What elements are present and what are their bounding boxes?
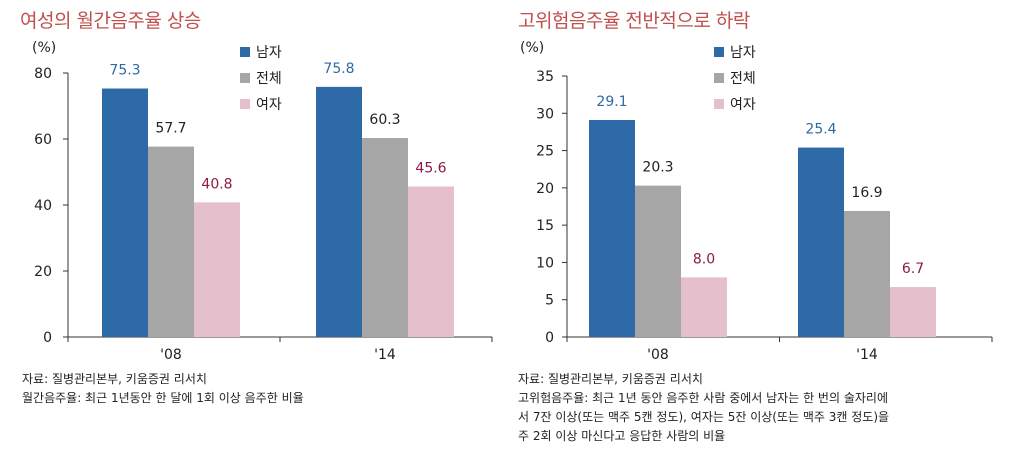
legend-swatch-male bbox=[714, 47, 724, 57]
chart-notes: 자료: 질병관리본부, 키움증권 리서치 고위험음주율: 최근 1년 동안 음주… bbox=[518, 370, 889, 446]
legend-swatch-total bbox=[240, 73, 250, 83]
data-label: 45.6 bbox=[415, 161, 446, 177]
legend-swatch-total bbox=[714, 73, 724, 83]
legend-label: 남자 bbox=[256, 45, 282, 61]
y-tick-label: 0 bbox=[43, 330, 52, 346]
x-category-label: '14 bbox=[374, 347, 396, 363]
bar-female bbox=[681, 277, 727, 337]
y-tick-label: 20 bbox=[34, 264, 52, 280]
chart-notes: 자료: 질병관리본부, 키움증권 리서치 월간음주율: 최근 1년동안 한 달에… bbox=[22, 370, 304, 408]
y-tick-label: 10 bbox=[536, 255, 554, 271]
data-label: 75.8 bbox=[323, 61, 354, 77]
definition-note: 월간음주율: 최근 1년동안 한 달에 1회 이상 음주한 비율 bbox=[22, 391, 304, 405]
source-note: 자료: 질병관리본부, 키움증권 리서치 bbox=[22, 372, 207, 386]
definition-note: 주 2회 이상 마신다고 응답한 사람의 비율 bbox=[518, 429, 726, 443]
data-label: 75.3 bbox=[109, 63, 140, 79]
y-tick-label: 20 bbox=[536, 181, 554, 197]
data-label: 60.3 bbox=[369, 112, 400, 128]
data-label: 57.7 bbox=[155, 121, 186, 137]
legend-label: 여자 bbox=[730, 97, 756, 113]
y-tick-label: 30 bbox=[536, 106, 554, 122]
data-label: 25.4 bbox=[805, 122, 836, 138]
bar-total bbox=[844, 210, 890, 337]
bar-male bbox=[102, 88, 148, 337]
bar-chart-highrisk: (%) 0 5 10 15 20 25 30 35 29.1 20.3 8.0 '08 25.4 16.9 6… bbox=[520, 40, 993, 363]
bar-total bbox=[635, 185, 681, 337]
chart-panel-monthly: 여성의 월간음주율 상승 (%) 0 20 40 60 80 75.3 57.7 40.8 '08… bbox=[20, 10, 493, 408]
bar-total bbox=[148, 146, 194, 337]
data-label: 40.8 bbox=[201, 176, 232, 192]
legend-label: 전체 bbox=[730, 71, 756, 87]
data-label: 16.9 bbox=[851, 185, 882, 201]
y-tick-label: 35 bbox=[536, 69, 554, 85]
chart-title: 여성의 월간음주율 상승 bbox=[20, 10, 201, 32]
y-tick-label: 25 bbox=[536, 144, 554, 160]
bar-female bbox=[408, 186, 454, 337]
bar-male bbox=[316, 86, 362, 337]
y-tick-label: 40 bbox=[34, 198, 52, 214]
chart-title: 고위험음주율 전반적으로 하락 bbox=[518, 10, 750, 32]
y-tick-label: 80 bbox=[34, 66, 52, 82]
data-label: 20.3 bbox=[642, 160, 673, 176]
bar-total bbox=[362, 138, 408, 337]
bar-female bbox=[890, 287, 936, 337]
bar-male bbox=[798, 147, 844, 337]
definition-note: 서 7잔 이상(또는 맥주 5캔 정도), 여자는 5잔 이상(또는 맥주 3캔… bbox=[518, 410, 890, 424]
source-note: 자료: 질병관리본부, 키움증권 리서치 bbox=[518, 372, 703, 386]
legend-swatch-male bbox=[240, 47, 250, 57]
y-tick-label: 15 bbox=[536, 218, 554, 234]
data-label: 29.1 bbox=[596, 94, 627, 110]
legend-swatch-female bbox=[714, 99, 724, 109]
bar-chart-monthly: (%) 0 20 40 60 80 75.3 57.7 40.8 '08 75.8 60.3 45.6 '… bbox=[32, 40, 493, 363]
legend-label: 전체 bbox=[256, 71, 282, 87]
y-tick-label: 60 bbox=[34, 132, 52, 148]
bar-male bbox=[589, 119, 635, 337]
bar-female bbox=[194, 202, 240, 337]
chart-panel-highrisk: 고위험음주율 전반적으로 하락 (%) 0 5 10 15 20 25 30 35 29.1 20.… bbox=[512, 0, 1024, 459]
legend-swatch-female bbox=[240, 99, 250, 109]
data-label: 6.7 bbox=[902, 261, 924, 277]
y-tick-label: 5 bbox=[545, 293, 554, 309]
y-tick-label: 0 bbox=[545, 330, 554, 346]
y-unit-label: (%) bbox=[520, 40, 544, 56]
y-unit-label: (%) bbox=[32, 40, 56, 56]
x-category-label: '14 bbox=[856, 347, 878, 363]
legend-label: 여자 bbox=[256, 97, 282, 113]
x-category-label: '08 bbox=[647, 347, 669, 363]
x-category-label: '08 bbox=[160, 347, 182, 363]
legend-label: 남자 bbox=[730, 45, 756, 61]
data-label: 8.0 bbox=[693, 251, 715, 267]
definition-note: 고위험음주율: 최근 1년 동안 음주한 사람 중에서 남자는 한 번의 술자리… bbox=[518, 391, 888, 405]
